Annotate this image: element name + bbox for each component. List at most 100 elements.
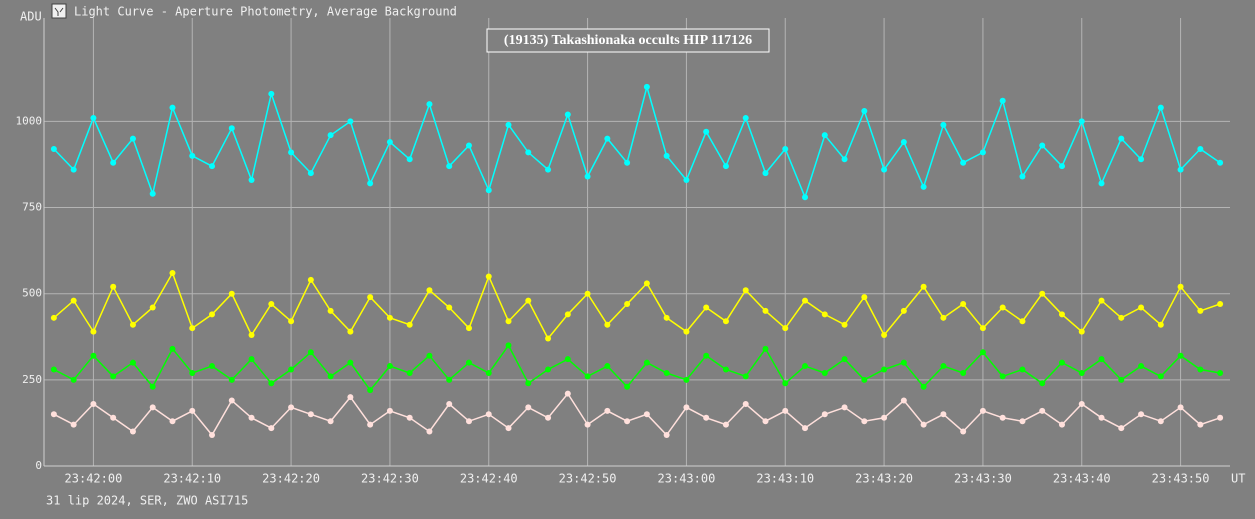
data-point: [367, 387, 374, 394]
data-point: [367, 180, 374, 187]
chart-title: (19135) Takashionaka occults HIP 117126: [504, 33, 752, 48]
data-point: [1098, 356, 1105, 363]
title-box: [486, 28, 770, 53]
footer: 31 lip 2024, SER, ZWO ASI715: [46, 494, 248, 508]
data-point: [485, 411, 492, 418]
data-point: [802, 363, 809, 370]
data-point: [762, 345, 769, 352]
data-point: [584, 173, 591, 180]
data-point: [169, 345, 176, 352]
data-point: [940, 121, 947, 128]
data-point: [762, 307, 769, 314]
data-point: [50, 366, 57, 373]
data-point: [1058, 163, 1065, 170]
x-tick-label: 23:42:40: [460, 472, 518, 486]
data-point: [406, 369, 413, 376]
data-point: [485, 273, 492, 280]
data-point: [426, 428, 433, 435]
data-point: [742, 373, 749, 380]
data-point: [624, 383, 631, 390]
x-tick-label: 23:42:00: [65, 472, 123, 486]
data-point: [703, 304, 710, 311]
window-icon: [51, 3, 67, 19]
data-point: [999, 304, 1006, 311]
data-point: [248, 332, 255, 339]
data-point: [465, 359, 472, 366]
data-point: [979, 325, 986, 332]
data-point: [624, 301, 631, 308]
data-point: [703, 352, 710, 359]
data-point: [525, 297, 532, 304]
data-point: [1058, 421, 1065, 428]
data-point: [841, 156, 848, 163]
data-point: [545, 414, 552, 421]
data-point: [1177, 166, 1184, 173]
data-point: [129, 428, 136, 435]
data-point: [406, 321, 413, 328]
data-point: [604, 407, 611, 414]
data-point: [643, 411, 650, 418]
data-point: [90, 352, 97, 359]
data-point: [50, 145, 57, 152]
data-point: [624, 418, 631, 425]
data-point: [584, 421, 591, 428]
data-point: [1138, 363, 1145, 370]
data-point: [1138, 304, 1145, 311]
data-point: [70, 376, 77, 383]
data-point: [1019, 318, 1026, 325]
plot-area: 0 250 500 750 1000 23:42:00 23:42:10 23:42:20 23…: [16, 18, 1230, 486]
data-point: [209, 431, 216, 438]
data-point: [426, 352, 433, 359]
data-point: [960, 428, 967, 435]
data-point: [90, 328, 97, 335]
data-point: [999, 97, 1006, 104]
data-point: [683, 328, 690, 335]
data-point: [782, 407, 789, 414]
data-point: [564, 356, 571, 363]
data-point: [1157, 321, 1164, 328]
x-tick-label: 23:43:50: [1152, 472, 1210, 486]
data-point: [683, 176, 690, 183]
data-point: [209, 311, 216, 318]
data-point: [505, 121, 512, 128]
data-point: [386, 363, 393, 370]
data-point: [545, 366, 552, 373]
data-point: [446, 163, 453, 170]
data-point: [742, 400, 749, 407]
data-point: [1039, 407, 1046, 414]
data-point: [149, 304, 156, 311]
data-point: [386, 407, 393, 414]
data-point: [386, 314, 393, 321]
data-point: [960, 301, 967, 308]
x-axis-label: UT: [1231, 472, 1245, 486]
data-point: [881, 332, 888, 339]
data-point: [821, 369, 828, 376]
data-point: [722, 163, 729, 170]
data-point: [327, 373, 334, 380]
data-point: [525, 149, 532, 156]
data-point: [564, 111, 571, 118]
x-tick-label: 23:42:20: [262, 472, 320, 486]
data-point: [426, 287, 433, 294]
y-tick-label: 250: [22, 373, 42, 386]
series-line: [53, 271, 1221, 340]
data-point: [1118, 425, 1125, 432]
data-point: [288, 318, 295, 325]
data-point: [604, 321, 611, 328]
data-point: [802, 297, 809, 304]
data-point: [881, 366, 888, 373]
data-point: [110, 159, 117, 166]
data-point: [841, 321, 848, 328]
data-point: [1039, 380, 1046, 387]
data-point: [505, 425, 512, 432]
data-point: [742, 287, 749, 294]
data-point: [465, 142, 472, 149]
data-point: [426, 101, 433, 108]
y-tick-label: 1000: [16, 114, 43, 127]
data-point: [110, 283, 117, 290]
data-point: [604, 363, 611, 370]
data-point: [683, 404, 690, 411]
data-point: [960, 159, 967, 166]
data-point: [624, 159, 631, 166]
data-point: [90, 400, 97, 407]
